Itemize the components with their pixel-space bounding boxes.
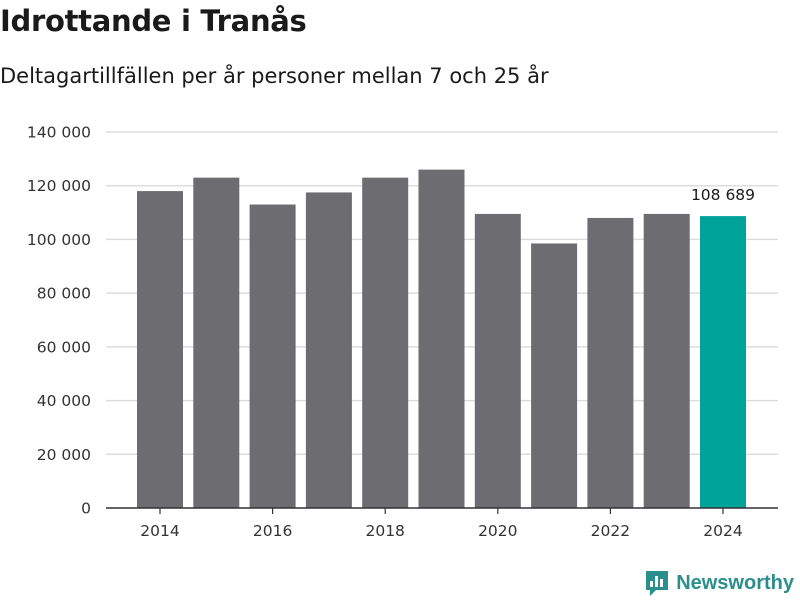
x-tick-label: 2024 xyxy=(703,522,742,540)
x-axis-ticks: 2014 2016 2018 2020 2022 2024 xyxy=(140,508,743,540)
bar xyxy=(531,243,578,508)
x-tick-label: 2018 xyxy=(365,522,404,540)
y-tick-label: 0 xyxy=(81,500,91,518)
x-tick-label: 2014 xyxy=(140,522,179,540)
y-axis-ticks: 0 20 000 40 000 60 000 80 000 100 000 120 000 1… xyxy=(27,124,91,518)
y-tick-label: 80 000 xyxy=(37,285,91,303)
data-label: 108 689 xyxy=(691,186,755,204)
x-tick-label: 2016 xyxy=(253,522,292,540)
data-labels: 108 689 xyxy=(691,186,755,204)
y-tick-label: 100 000 xyxy=(27,231,91,249)
brand-name: Newsworthy xyxy=(676,571,794,594)
bar xyxy=(362,177,409,508)
y-tick-label: 140 000 xyxy=(27,124,91,142)
bar xyxy=(587,217,634,508)
bar xyxy=(418,169,465,508)
y-tick-label: 120 000 xyxy=(27,177,91,195)
x-tick-label: 2022 xyxy=(591,522,630,540)
y-tick-label: 40 000 xyxy=(37,392,91,410)
bar xyxy=(474,213,521,508)
bar xyxy=(305,192,352,508)
bar xyxy=(137,191,183,509)
bar xyxy=(249,204,296,508)
chart-subtitle: Deltagartillfällen per år personer mella… xyxy=(0,64,549,88)
bar xyxy=(643,213,690,508)
bar xyxy=(193,177,240,508)
chart-title: Idrottande i Tranås xyxy=(0,4,307,38)
footer-branding: Newsworthy xyxy=(644,569,794,597)
newsworthy-logo-icon xyxy=(646,571,669,596)
bar-highlight xyxy=(700,216,746,508)
y-tick-label: 20 000 xyxy=(37,446,91,464)
x-tick-label: 2020 xyxy=(478,522,517,540)
y-tick-label: 60 000 xyxy=(37,338,91,356)
bars xyxy=(137,169,746,509)
